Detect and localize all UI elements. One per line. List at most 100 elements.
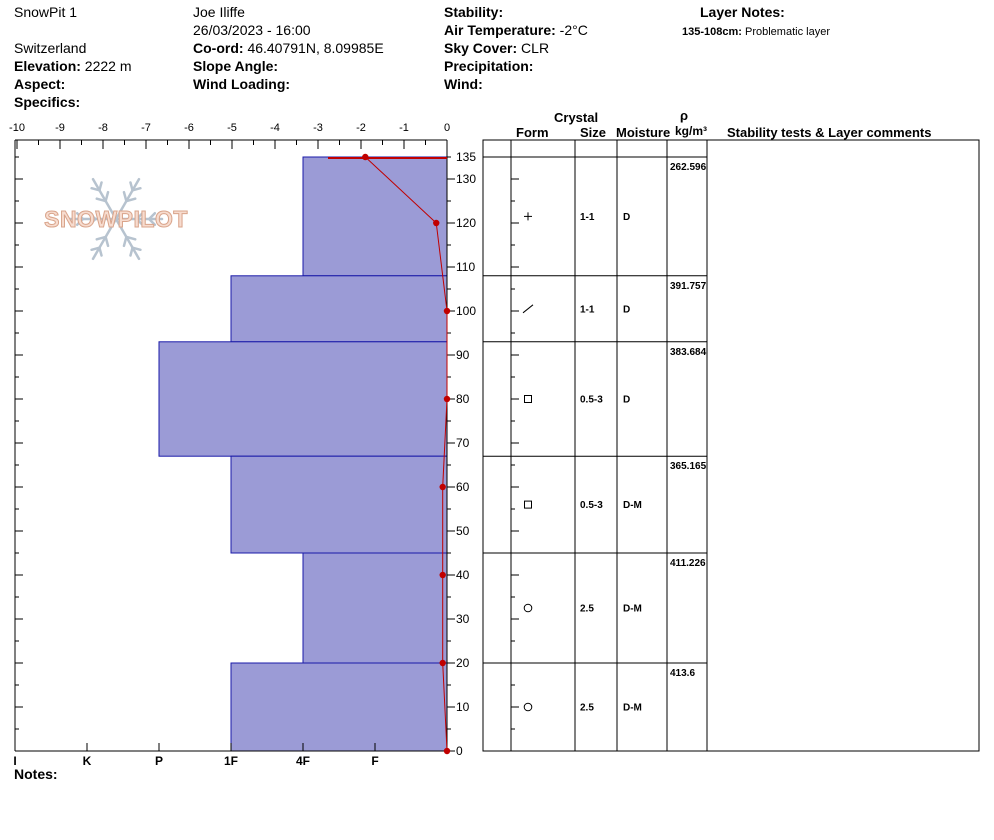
country: Switzerland — [14, 40, 87, 56]
height-tick-label: 20 — [456, 656, 470, 670]
hardness-label: 4F — [296, 754, 310, 768]
moisture: D — [623, 304, 630, 315]
height-tick-label: 100 — [456, 304, 476, 318]
hardness-bar — [158, 341, 448, 457]
height-tick-label: 90 — [456, 348, 470, 362]
density: 411.226 — [670, 558, 706, 569]
sky-value: CLR — [521, 40, 550, 56]
header-comments: Stability tests & Layer comments — [727, 125, 932, 140]
elevation-label: Elevation: — [14, 58, 81, 74]
crystal-form-icon — [524, 500, 532, 509]
layer-notes-label: Layer Notes: — [700, 4, 785, 20]
notes-label: Notes: — [14, 766, 58, 782]
precipitation-label: Precipitation: — [444, 58, 534, 74]
density: 391.757 — [670, 281, 707, 292]
density: 365.165 — [670, 461, 707, 472]
moisture: D-M — [623, 500, 642, 511]
temp-tick-label: -7 — [141, 122, 151, 134]
temp-tick-label: -1 — [399, 122, 409, 134]
temp-tick-label: -2 — [356, 122, 366, 134]
hardness-label: I — [13, 754, 16, 768]
hardness-label: F — [371, 754, 378, 768]
height-tick-label: 50 — [456, 524, 470, 538]
height-tick-label: 60 — [456, 480, 470, 494]
hardness-label: 1F — [224, 754, 238, 768]
temperature-point — [439, 571, 446, 579]
height-tick-label: 120 — [456, 216, 476, 230]
height-tick-label: 40 — [456, 568, 470, 582]
temp-tick-label: -6 — [184, 122, 194, 134]
temp-tick-label: -4 — [270, 122, 280, 134]
header-form: Form — [516, 125, 549, 140]
temp-tick-label: -9 — [55, 122, 65, 134]
density: 383.684 — [670, 347, 707, 358]
coord-value: 46.40791N, 8.09985E — [247, 40, 384, 56]
header-moisture: Moisture — [616, 125, 671, 140]
crystal-form-icon — [524, 395, 532, 403]
header-size: Size — [580, 125, 607, 140]
snowpilot-logo: SNOWPILOT — [44, 177, 188, 261]
air-temperature: Air Temperature: -2°C — [444, 22, 588, 38]
layer-note-range: 135-108cm: — [682, 26, 742, 38]
coordinates: Co-ord: 46.40791N, 8.09985E — [193, 40, 384, 56]
hardness-bar — [302, 552, 448, 664]
crystal-size: 0.5-3 — [580, 500, 603, 511]
pit-name: SnowPit 1 — [14, 4, 78, 20]
height-tick-label: 10 — [456, 700, 470, 714]
crystal-size: 1-1 — [580, 304, 595, 315]
coord-label: Co-ord: — [193, 40, 244, 56]
temp-tick-label: -3 — [313, 122, 323, 134]
elevation-value: 2222 m — [84, 58, 132, 74]
temp-tick-label: -8 — [98, 122, 108, 134]
wind-label: Wind: — [444, 76, 483, 92]
header-rho: ρ — [680, 108, 689, 123]
height-tick-label: 110 — [456, 260, 475, 274]
crystal-size: 0.5-3 — [580, 395, 603, 406]
crystal-size: 1-1 — [580, 212, 595, 223]
stability-label: Stability: — [444, 4, 504, 20]
temperature-point — [362, 153, 369, 161]
layer-note: 135-108cm: Problematic layer — [682, 24, 830, 40]
moisture: D-M — [623, 604, 642, 615]
logo-text: SNOWPILOT — [44, 206, 188, 232]
temp-tick-label: -10 — [9, 122, 25, 134]
crystal-form-icon — [523, 603, 533, 613]
slope-angle-label: Slope Angle: — [193, 58, 279, 74]
aspect-label: Aspect: — [14, 76, 66, 92]
temperature-point — [439, 483, 446, 491]
hardness-bar — [230, 662, 448, 752]
observation-datetime: 26/03/2023 - 16:00 — [193, 22, 311, 38]
sky-cover: Sky Cover: CLR — [444, 40, 549, 56]
crystal-form-icon — [523, 702, 533, 712]
observer-name: Joe Iliffe — [193, 4, 245, 20]
air-temp-label: Air Temperature: — [444, 22, 556, 38]
temperature-point — [443, 307, 451, 315]
snowflake-icon — [68, 177, 164, 261]
temperature-point — [433, 219, 440, 227]
header-density-unit: kg/m³ — [675, 124, 708, 138]
height-tick-label: 130 — [456, 172, 476, 186]
header-crystal: Crystal — [554, 110, 599, 125]
temp-tick-label: 0 — [444, 122, 450, 134]
layer-table-frame — [482, 139, 980, 752]
air-temp-value: -2°C — [559, 22, 588, 38]
sky-label: Sky Cover: — [444, 40, 518, 56]
temperature-point — [443, 395, 451, 403]
elevation: Elevation: 2222 m — [14, 58, 132, 74]
hardness-label: K — [83, 754, 92, 768]
temperature-line — [364, 156, 448, 752]
crystal-form-icon — [522, 304, 534, 314]
height-tick-label: 70 — [456, 436, 470, 450]
moisture: D-M — [623, 703, 642, 714]
height-tick-label: 135 — [456, 150, 476, 164]
moisture: D — [623, 395, 630, 406]
moisture: D — [623, 212, 630, 223]
hardness-bar — [230, 455, 448, 554]
temperature-point — [439, 659, 446, 667]
density: 413.6 — [670, 668, 695, 679]
specifics-label: Specifics: — [14, 94, 81, 110]
hardness-bar — [230, 275, 448, 343]
hardness-bar — [302, 156, 448, 277]
layer-note-text: Problematic layer — [745, 26, 830, 38]
temperature-point — [443, 747, 451, 755]
